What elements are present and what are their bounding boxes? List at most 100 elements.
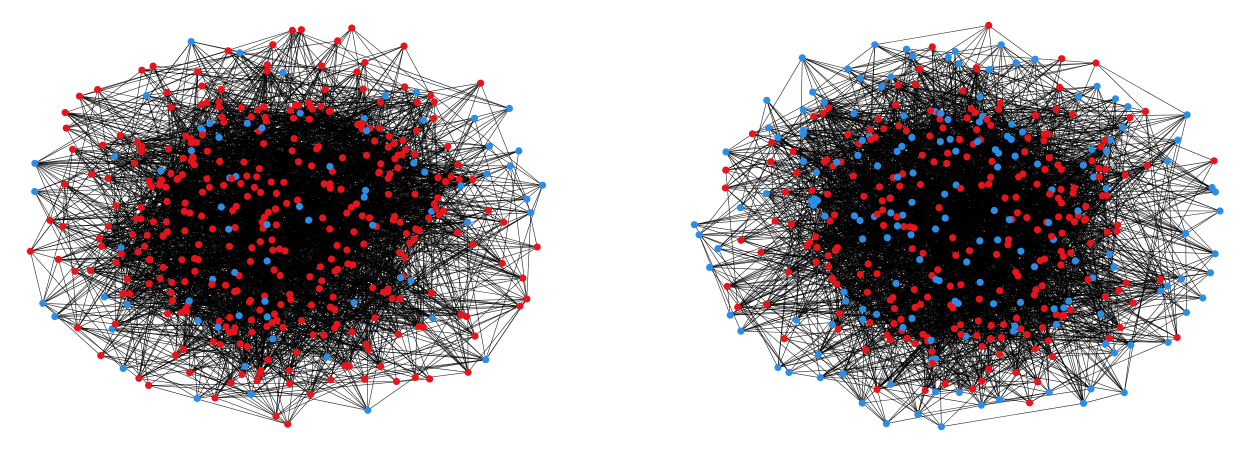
network-edge xyxy=(257,231,355,381)
network-node-red xyxy=(385,190,393,198)
network-node-red xyxy=(172,351,180,359)
network-node-red xyxy=(338,154,347,162)
network-edge xyxy=(418,118,435,327)
network-node-red xyxy=(354,121,362,129)
network-edge xyxy=(874,25,989,46)
network-edge xyxy=(480,83,528,200)
network-node-blue xyxy=(247,390,255,398)
network-node-blue xyxy=(361,186,370,194)
network-edge xyxy=(250,219,394,301)
network-node-red xyxy=(347,203,355,211)
network-edge xyxy=(198,88,364,245)
network-node-red xyxy=(74,324,82,332)
network-node-red xyxy=(348,328,356,336)
network-node-blue xyxy=(119,364,127,373)
network-edge xyxy=(162,235,328,358)
network-edge xyxy=(184,246,230,282)
network-edge xyxy=(275,327,284,417)
network-edge xyxy=(1160,272,1211,280)
network-edge xyxy=(34,191,116,325)
network-edge xyxy=(141,151,403,155)
network-node-blue xyxy=(263,313,271,321)
network-node-blue xyxy=(381,92,389,100)
network-node-red xyxy=(158,176,166,184)
network-node-red xyxy=(229,207,237,215)
network-node-red xyxy=(162,218,170,226)
network-edge xyxy=(42,303,186,310)
network-edge xyxy=(183,138,295,350)
network-edge xyxy=(502,150,520,264)
network-edge xyxy=(310,379,365,395)
network-node-red xyxy=(159,263,167,271)
network-node-red xyxy=(385,132,393,140)
network-node-red xyxy=(253,377,261,385)
network-edge xyxy=(331,123,362,260)
network-edge xyxy=(409,242,520,307)
network-node-red xyxy=(498,259,506,267)
network-edge xyxy=(141,69,431,96)
network-edge xyxy=(264,181,446,302)
network-node-red xyxy=(401,83,409,91)
network-edge xyxy=(101,120,267,247)
network-edge xyxy=(189,306,331,373)
network-node-red xyxy=(159,232,167,240)
network-node-red xyxy=(99,141,107,149)
network-node-red xyxy=(104,222,113,231)
network-node-red xyxy=(439,207,448,215)
network-node-red xyxy=(297,26,305,34)
network-node-blue xyxy=(295,202,304,211)
network-node-red xyxy=(333,241,341,249)
network-edge xyxy=(161,138,192,181)
network-node-red xyxy=(60,180,69,188)
network-edge xyxy=(189,212,394,221)
network-node-red xyxy=(243,342,251,351)
network-edge xyxy=(267,299,292,361)
network-edge xyxy=(414,194,420,327)
network-node-red xyxy=(276,271,284,280)
network-node-red xyxy=(364,346,372,354)
network-edge xyxy=(151,186,154,222)
network-node-red xyxy=(143,231,151,239)
network-edge xyxy=(64,184,78,328)
network-node-red xyxy=(297,316,306,325)
network-edge xyxy=(300,112,395,144)
network-edge xyxy=(259,309,369,411)
network-node-red xyxy=(226,313,234,322)
network-edge xyxy=(391,216,395,299)
network-edge xyxy=(115,221,468,325)
network-node-red xyxy=(377,362,385,370)
network-node-red xyxy=(145,280,153,288)
network-edge xyxy=(144,101,381,247)
network-edge xyxy=(114,92,168,157)
network-node-red xyxy=(269,246,277,254)
network-node-red xyxy=(430,114,438,123)
network-edge xyxy=(114,102,207,157)
network-node-blue xyxy=(296,109,304,117)
network-edge xyxy=(260,111,331,242)
network-node-blue xyxy=(157,167,165,175)
network-node-red xyxy=(181,278,189,286)
network-node-red xyxy=(238,370,246,379)
network-edge xyxy=(191,116,252,151)
network-node-red xyxy=(287,295,295,303)
network-node-red xyxy=(391,155,399,163)
network-node-red xyxy=(117,250,126,258)
network-edge xyxy=(362,173,487,217)
network-node-red xyxy=(270,266,278,274)
network-node-red xyxy=(255,165,263,173)
network-edge xyxy=(200,128,367,132)
network-node-red xyxy=(209,225,217,233)
network-node-red xyxy=(163,197,171,206)
network-node-blue xyxy=(505,104,513,112)
network-edge xyxy=(194,164,232,383)
network-node-red xyxy=(283,199,291,207)
network-node-blue xyxy=(527,209,535,217)
network-edge xyxy=(191,118,365,151)
network-node-red xyxy=(396,295,404,303)
network-edge xyxy=(243,162,275,315)
network-node-red xyxy=(345,362,353,370)
network-node-red xyxy=(376,98,385,106)
network-node-blue xyxy=(412,88,420,96)
network-edge xyxy=(99,197,438,239)
